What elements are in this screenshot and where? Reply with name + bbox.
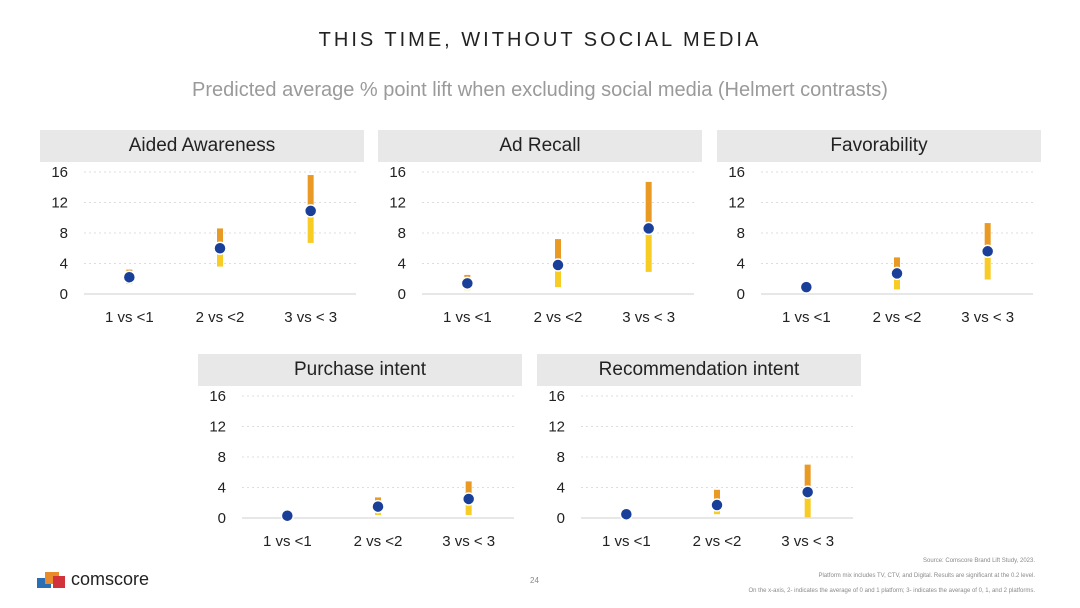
comscore-logo-icon	[37, 572, 65, 588]
page-number: 24	[530, 576, 539, 585]
ci-bar-lower	[645, 228, 652, 272]
data-point	[213, 241, 227, 255]
x-tick-label: 3 vs < 3	[961, 309, 1014, 326]
chart-panel-ad-recall: Ad Recall 0 4 8 12 16 1 vs <1 2 vs <2 3 vs < 3	[378, 130, 702, 340]
data-point	[122, 270, 137, 284]
data-point	[461, 492, 476, 506]
ci-bar-upper	[307, 175, 314, 211]
y-tick-label: 4	[218, 480, 226, 497]
ci-bar-lower	[804, 492, 811, 518]
x-tick-label: 3 vs < 3	[781, 533, 834, 550]
ci-bar-upper	[894, 257, 900, 274]
y-tick-label: 12	[728, 195, 745, 212]
chart-title: Purchase intent	[198, 354, 522, 386]
y-tick-label: 16	[389, 164, 406, 181]
data-point	[460, 276, 475, 291]
chart-panel-recommendation-intent: Recommendation intent 0 4 8 12 16 1 vs <1 2 vs…	[537, 354, 861, 564]
slide-subtitle: Predicted average % point lift when excl…	[192, 79, 888, 101]
chart-title: Recommendation intent	[537, 354, 861, 386]
ci-bar-upper	[645, 181, 652, 229]
y-tick-label: 4	[398, 256, 406, 273]
ci-bar-upper	[984, 223, 991, 252]
x-tick-label: 2 vs <2	[354, 533, 403, 550]
ci-bar-lower	[307, 210, 314, 243]
x-tick-label: 3 vs < 3	[442, 533, 495, 550]
y-tick-label: 12	[389, 195, 406, 212]
chart-favorability: 0 4 8 12 16 1 vs <1 2 vs <2 3 vs < 3	[728, 164, 1033, 326]
ci-bar-lower	[984, 251, 991, 280]
y-tick-label: 12	[548, 419, 565, 436]
chart-aided-awareness: 0 4 8 12 16 1 vs <1 2 vs <2 3 vs < 3	[51, 164, 356, 326]
y-tick-label: 8	[398, 225, 406, 242]
data-point	[551, 258, 565, 272]
y-tick-label: 0	[557, 510, 565, 527]
ci-bar-upper	[714, 489, 720, 506]
x-tick-label: 1 vs <1	[782, 309, 831, 326]
y-tick-label: 0	[218, 510, 226, 527]
footnote-platform: Platform mix includes TV, CTV, and Digit…	[818, 573, 1035, 579]
ci-bar-lower	[894, 273, 900, 290]
slide-title: THIS TIME, WITHOUT SOCIAL MEDIA	[318, 29, 762, 51]
footnote-axis: On the x-axis, 2- indicates the average …	[748, 588, 1036, 594]
y-tick-label: 16	[51, 164, 68, 181]
x-tick-label: 2 vs <2	[873, 309, 922, 326]
chart-ad-recall: 0 4 8 12 16 1 vs <1 2 vs <2 3 vs < 3	[389, 164, 694, 326]
ci-bar-upper	[217, 228, 223, 249]
x-tick-label: 2 vs <2	[693, 533, 742, 550]
chart-title: Favorability	[717, 130, 1041, 162]
x-tick-label: 1 vs <1	[602, 533, 651, 550]
ci-bar-lower	[555, 265, 561, 288]
y-tick-label: 16	[209, 388, 226, 405]
x-tick-label: 1 vs <1	[263, 533, 312, 550]
y-tick-label: 4	[557, 480, 565, 497]
x-tick-label: 3 vs < 3	[284, 309, 337, 326]
data-point	[371, 499, 385, 514]
chart-panel-favorability: Favorability 0 4 8 12 16 1 vs <1 2 vs <2 3 vs <…	[717, 130, 1041, 340]
y-tick-label: 16	[548, 388, 565, 405]
footnotes: Source: Comscore Brand Lift Study, 2023.…	[749, 554, 1036, 599]
footnote-source: Source: Comscore Brand Lift Study, 2023.	[923, 558, 1035, 564]
x-tick-label: 1 vs <1	[105, 309, 154, 326]
chart-recommendation-intent: 0 4 8 12 16 1 vs <1 2 vs <2 3 vs < 3	[548, 388, 853, 550]
ci-bar-upper	[804, 464, 811, 493]
data-point	[280, 508, 295, 523]
y-tick-label: 12	[51, 195, 68, 212]
y-tick-label: 12	[209, 419, 226, 436]
data-point	[799, 280, 814, 294]
y-tick-label: 0	[60, 286, 68, 303]
y-tick-label: 8	[218, 449, 226, 466]
data-point	[890, 266, 904, 281]
data-point	[619, 507, 634, 521]
ci-bar-lower	[217, 248, 223, 267]
data-point	[710, 498, 724, 512]
y-tick-label: 8	[60, 225, 68, 242]
ci-bar-upper	[555, 239, 561, 266]
y-tick-label: 16	[728, 164, 745, 181]
chart-title: Aided Awareness	[40, 130, 364, 162]
chart-title: Ad Recall	[378, 130, 702, 162]
y-tick-label: 4	[737, 256, 745, 273]
data-point	[303, 204, 318, 218]
chart-panel-aided-awareness: Aided Awareness 0 4 8 12 16 1 vs <1 2 vs <2 3 v…	[40, 130, 364, 340]
data-point	[641, 221, 656, 236]
y-tick-label: 8	[557, 449, 565, 466]
data-point	[980, 244, 995, 259]
x-tick-label: 1 vs <1	[443, 309, 492, 326]
chart-panel-purchase-intent: Purchase intent 0 4 8 12 16 1 vs <1 2 vs <2 3 v…	[198, 354, 522, 564]
chart-purchase-intent: 0 4 8 12 16 1 vs <1 2 vs <2 3 vs < 3	[209, 388, 514, 550]
x-tick-label: 3 vs < 3	[622, 309, 675, 326]
y-tick-label: 8	[737, 225, 745, 242]
y-tick-label: 0	[398, 286, 406, 303]
y-tick-label: 4	[60, 256, 68, 273]
ci-bar-upper	[465, 481, 472, 499]
x-tick-label: 2 vs <2	[196, 309, 245, 326]
ci-bar-lower	[465, 498, 472, 515]
brand-name: comscore	[71, 569, 150, 589]
x-tick-label: 2 vs <2	[534, 309, 583, 326]
y-tick-label: 0	[737, 286, 745, 303]
data-point	[800, 485, 815, 499]
